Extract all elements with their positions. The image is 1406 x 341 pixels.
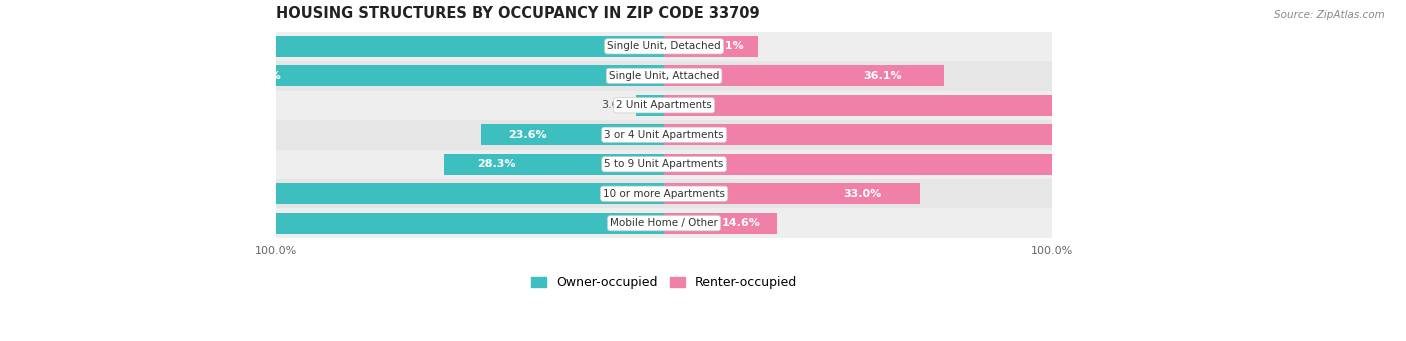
Text: 5 to 9 Unit Apartments: 5 to 9 Unit Apartments — [605, 159, 724, 169]
Bar — [481, 124, 664, 145]
Text: 23.6%: 23.6% — [509, 130, 547, 140]
Text: Single Unit, Detached: Single Unit, Detached — [607, 41, 721, 51]
Text: 3 or 4 Unit Apartments: 3 or 4 Unit Apartments — [605, 130, 724, 140]
Text: 76.4%: 76.4% — [1129, 130, 1168, 140]
Text: Source: ZipAtlas.com: Source: ZipAtlas.com — [1274, 10, 1385, 20]
Bar — [444, 154, 664, 175]
Text: 36.1%: 36.1% — [863, 71, 903, 81]
Legend: Owner-occupied, Renter-occupied: Owner-occupied, Renter-occupied — [526, 271, 803, 294]
Bar — [664, 65, 945, 86]
Bar — [276, 61, 1053, 91]
Bar — [276, 32, 1053, 61]
Text: 88.0%: 88.0% — [83, 41, 122, 51]
Bar — [664, 183, 921, 204]
Text: 96.4%: 96.4% — [1261, 100, 1301, 110]
Bar — [664, 212, 778, 234]
Bar — [276, 208, 1053, 238]
Bar — [276, 179, 1053, 208]
Bar — [276, 149, 1053, 179]
Bar — [0, 36, 664, 57]
Text: 28.3%: 28.3% — [477, 159, 516, 169]
Bar — [664, 36, 758, 57]
Bar — [1, 212, 664, 234]
Text: HOUSING STRUCTURES BY OCCUPANCY IN ZIP CODE 33709: HOUSING STRUCTURES BY OCCUPANCY IN ZIP C… — [276, 5, 759, 20]
Bar — [276, 120, 1053, 149]
Bar — [167, 65, 664, 86]
Text: 3.6%: 3.6% — [602, 100, 630, 110]
Text: 33.0%: 33.0% — [844, 189, 882, 199]
Text: Single Unit, Attached: Single Unit, Attached — [609, 71, 720, 81]
Text: 12.1%: 12.1% — [706, 41, 744, 51]
Bar — [276, 91, 1053, 120]
Text: 10 or more Apartments: 10 or more Apartments — [603, 189, 725, 199]
Bar — [664, 124, 1257, 145]
Text: 67.0%: 67.0% — [222, 189, 260, 199]
Text: Mobile Home / Other: Mobile Home / Other — [610, 218, 718, 228]
Text: 63.9%: 63.9% — [242, 71, 281, 81]
Text: 2 Unit Apartments: 2 Unit Apartments — [616, 100, 711, 110]
Bar — [664, 154, 1220, 175]
Bar — [636, 95, 664, 116]
Bar — [143, 183, 664, 204]
Text: 14.6%: 14.6% — [721, 218, 761, 228]
Bar — [664, 95, 1406, 116]
Text: 85.4%: 85.4% — [100, 218, 139, 228]
Text: 71.7%: 71.7% — [1098, 159, 1137, 169]
